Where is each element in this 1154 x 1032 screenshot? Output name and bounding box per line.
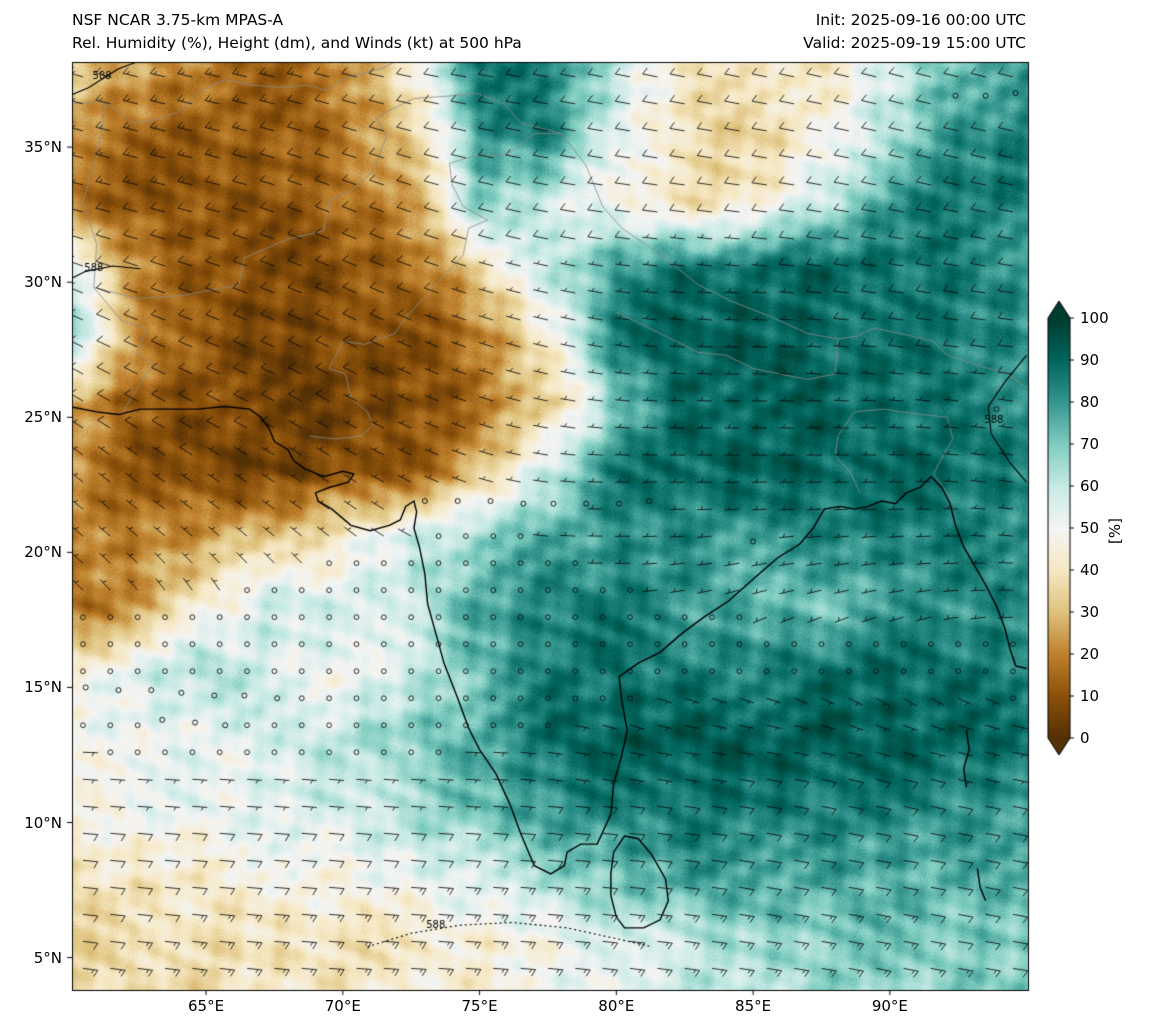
y-tick-label: 10°N	[24, 813, 62, 832]
y-tick-label: 15°N	[24, 678, 62, 697]
y-axis-tick-labels: 35°N 30°N 25°N 20°N 15°N 10°N 5°N	[0, 0, 62, 1032]
x-axis-tick-labels: 65°E 70°E 75°E 80°E 85°E 90°E	[0, 997, 1154, 1021]
colorbar-tick-label: 80	[1080, 393, 1100, 411]
time-block: Init: 2025-09-16 00:00 UTC Valid: 2025-0…	[803, 9, 1026, 55]
y-tick-label: 25°N	[24, 408, 62, 427]
plot-subtitle: Rel. Humidity (%), Height (dm), and Wind…	[72, 34, 522, 52]
x-tick-label: 90°E	[871, 997, 908, 1015]
y-tick-label: 30°N	[24, 273, 62, 292]
colorbar-tick-label: 90	[1080, 351, 1100, 369]
colorbar-tick-labels: 0 10 20 30 40 50 60 70 80 90 100	[1080, 0, 1140, 1032]
valid-time: Valid: 2025-09-19 15:00 UTC	[803, 34, 1026, 52]
colorbar-tick-label: 10	[1080, 687, 1100, 705]
colorbar-tick-label: 20	[1080, 645, 1100, 663]
colorbar-tick-label: 0	[1080, 729, 1090, 747]
colorbar-tick-label: 40	[1080, 561, 1100, 579]
x-tick-label: 85°E	[735, 997, 772, 1015]
y-tick-label: 35°N	[24, 138, 62, 157]
title-block: NSF NCAR 3.75-km MPAS-A Rel. Humidity (%…	[72, 9, 522, 55]
colorbar-tick-label: 60	[1080, 477, 1100, 495]
y-tick-label: 20°N	[24, 543, 62, 562]
colorbar-tick-label: 70	[1080, 435, 1100, 453]
colorbar-tick-label: 50	[1080, 519, 1100, 537]
x-tick-label: 70°E	[324, 997, 361, 1015]
init-time: Init: 2025-09-16 00:00 UTC	[815, 11, 1026, 29]
colorbar-tick-label: 100	[1080, 309, 1109, 327]
x-tick-label: 75°E	[461, 997, 498, 1015]
model-title: NSF NCAR 3.75-km MPAS-A	[72, 11, 284, 29]
x-tick-label: 65°E	[187, 997, 225, 1015]
x-tick-label: 80°E	[598, 997, 635, 1015]
colorbar-unit-label: [%]	[1105, 518, 1124, 544]
colorbar-tick-label: 30	[1080, 603, 1100, 621]
y-tick-label: 5°N	[33, 948, 62, 967]
